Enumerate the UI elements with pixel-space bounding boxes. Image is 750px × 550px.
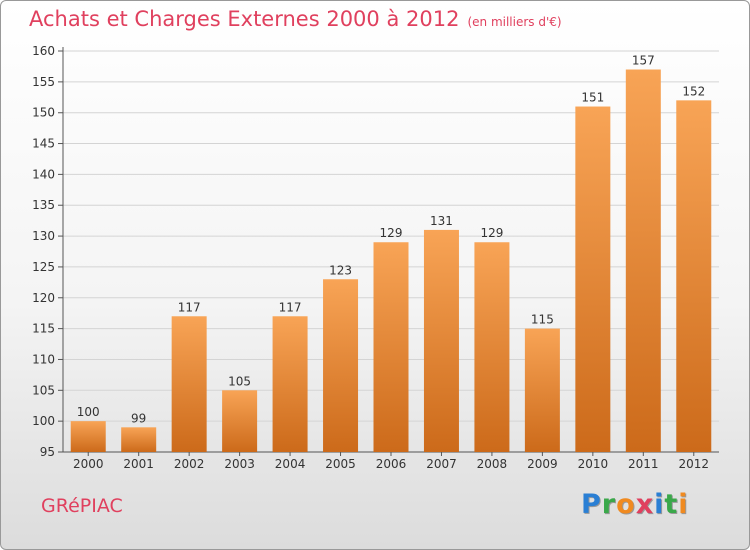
chart-title-text: Achats et Charges Externes 2000 à 2012 (29, 7, 460, 31)
logo-letter: o (616, 489, 636, 520)
bar (373, 242, 409, 452)
bar (676, 100, 712, 452)
bar-value-label: 129 (480, 226, 503, 240)
logo-letter: P (581, 489, 602, 520)
x-tick-label: 2009 (527, 457, 558, 471)
logo-letter: r (601, 489, 617, 520)
bar (222, 390, 258, 452)
y-tick-label: 150 (32, 106, 55, 120)
bar (272, 316, 308, 452)
y-tick-label: 115 (32, 322, 55, 336)
bar (423, 229, 459, 452)
x-tick-label: 2002 (174, 457, 205, 471)
bar-value-label: 99 (131, 411, 146, 425)
logo-letter: i (678, 489, 689, 520)
x-tick-label: 2008 (477, 457, 508, 471)
y-tick-label: 140 (32, 167, 55, 181)
bar (625, 69, 661, 452)
y-tick-label: 160 (32, 44, 55, 58)
logo-letter: i (654, 489, 665, 520)
bar-value-label: 131 (430, 214, 453, 228)
logo-letter: x (635, 489, 655, 520)
bar-value-label: 152 (682, 84, 705, 98)
bar-value-label: 117 (279, 300, 302, 314)
chart-subtitle: (en milliers d'€) (467, 15, 562, 29)
x-tick-label: 2010 (578, 457, 609, 471)
bar-value-label: 123 (329, 263, 352, 277)
y-tick-label: 155 (32, 75, 55, 89)
y-tick-label: 145 (32, 137, 55, 151)
bar (323, 279, 359, 452)
bar (171, 316, 207, 452)
bar-value-label: 129 (380, 226, 403, 240)
x-tick-label: 2000 (73, 457, 104, 471)
x-tick-label: 2011 (628, 457, 659, 471)
x-tick-label: 2001 (123, 457, 154, 471)
y-tick-label: 130 (32, 229, 55, 243)
bar (524, 328, 560, 452)
bar (474, 242, 510, 452)
bar-value-label: 117 (178, 300, 201, 314)
y-tick-label: 100 (32, 414, 55, 428)
bar-value-label: 115 (531, 313, 554, 327)
proxiti-logo[interactable]: Proxiti (581, 489, 689, 520)
logo-letter: t (664, 489, 679, 520)
x-tick-label: 2007 (426, 457, 457, 471)
bar (121, 427, 157, 452)
labels: 95 100 105 110 115 120 125 130 135 140 145 150 155 16… (32, 44, 709, 471)
bars (70, 69, 712, 453)
x-tick-label: 2004 (275, 457, 306, 471)
y-tick-label: 95 (40, 445, 55, 459)
bar-value-label: 157 (632, 54, 655, 68)
town-name: GRéPIAC (41, 495, 123, 517)
x-tick-label: 2006 (376, 457, 407, 471)
bar (575, 106, 611, 453)
x-tick-label: 2012 (678, 457, 709, 471)
x-tick-label: 2003 (224, 457, 255, 471)
bar (70, 421, 106, 452)
chart-title: Achats et Charges Externes 2000 à 2012 (e… (29, 7, 562, 31)
y-tick-label: 125 (32, 260, 55, 274)
y-tick-label: 120 (32, 291, 55, 305)
y-tick-label: 105 (32, 383, 55, 397)
x-tick-label: 2005 (325, 457, 356, 471)
y-tick-label: 135 (32, 198, 55, 212)
bar-value-label: 105 (228, 374, 251, 388)
y-tick-label: 110 (32, 352, 55, 366)
bar-value-label: 100 (77, 405, 100, 419)
bar-value-label: 151 (581, 91, 604, 105)
